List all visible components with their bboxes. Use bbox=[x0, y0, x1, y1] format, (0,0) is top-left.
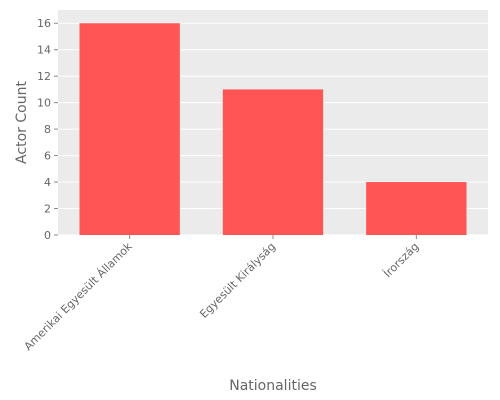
bar-0 bbox=[79, 23, 180, 236]
x-tick-label-1: Egyesült Királyság bbox=[197, 240, 278, 321]
bar-1 bbox=[222, 89, 324, 235]
y-axis-ticks: 0 2 4 6 8 10 12 14 16 bbox=[37, 17, 58, 242]
bars bbox=[79, 23, 467, 236]
y-tick-label-4: 4 bbox=[44, 176, 51, 189]
x-axis-title: Nationalities bbox=[229, 378, 317, 394]
y-tick-label-12: 12 bbox=[37, 70, 51, 83]
x-axis-ticks: Amerikai Egyesült Államok Egyesült Király… bbox=[22, 235, 421, 353]
y-tick-label-6: 6 bbox=[44, 150, 51, 163]
y-axis-title: Actor Count bbox=[14, 81, 30, 164]
x-tick-label-0: Amerikai Egyesült Államok bbox=[22, 239, 136, 353]
y-tick-label-16: 16 bbox=[37, 17, 51, 30]
y-tick-label-14: 14 bbox=[37, 44, 51, 57]
y-tick-label-10: 10 bbox=[37, 97, 51, 110]
bar-2 bbox=[366, 182, 467, 235]
y-tick-label-0: 0 bbox=[44, 229, 51, 242]
y-tick-label-8: 8 bbox=[44, 123, 51, 136]
y-tick-label-2: 2 bbox=[44, 203, 51, 216]
x-tick-label-2: Írország bbox=[381, 240, 421, 280]
